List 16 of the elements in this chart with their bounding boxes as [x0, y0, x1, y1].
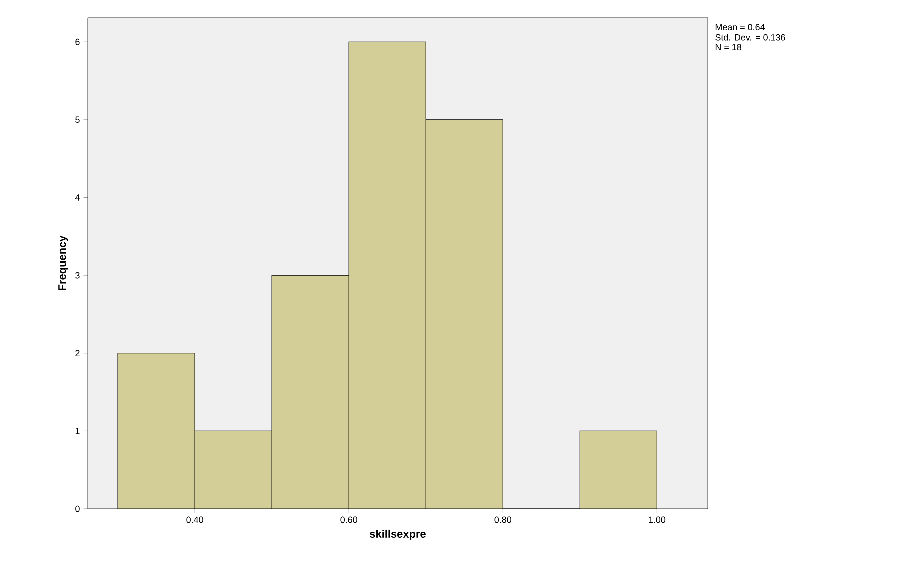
y-tick-label: 5 — [76, 116, 80, 124]
y-tick-label: 3 — [76, 272, 80, 279]
text: Mean = 0.64 — [716, 24, 766, 31]
x-tick-label: 0.40 — [186, 516, 204, 524]
y-axis-title: Frequency — [58, 236, 68, 290]
y-tick-label: 6 — [76, 38, 80, 46]
x-tick-label: 0.80 — [494, 516, 512, 524]
x-tick-label: 1.00 — [649, 516, 666, 524]
text: Std. Dev. = 0.136 — [716, 34, 786, 41]
y-tick-label: 1 — [76, 428, 80, 434]
x-tick-label: 0.60 — [340, 516, 358, 524]
x-axis-title: skillsexpre — [370, 530, 426, 540]
y-tick-label: 2 — [76, 350, 80, 356]
text: N = 18 — [716, 44, 742, 51]
y-tick-label: 0 — [76, 506, 80, 512]
y-tick-label: 4 — [75, 194, 80, 201]
